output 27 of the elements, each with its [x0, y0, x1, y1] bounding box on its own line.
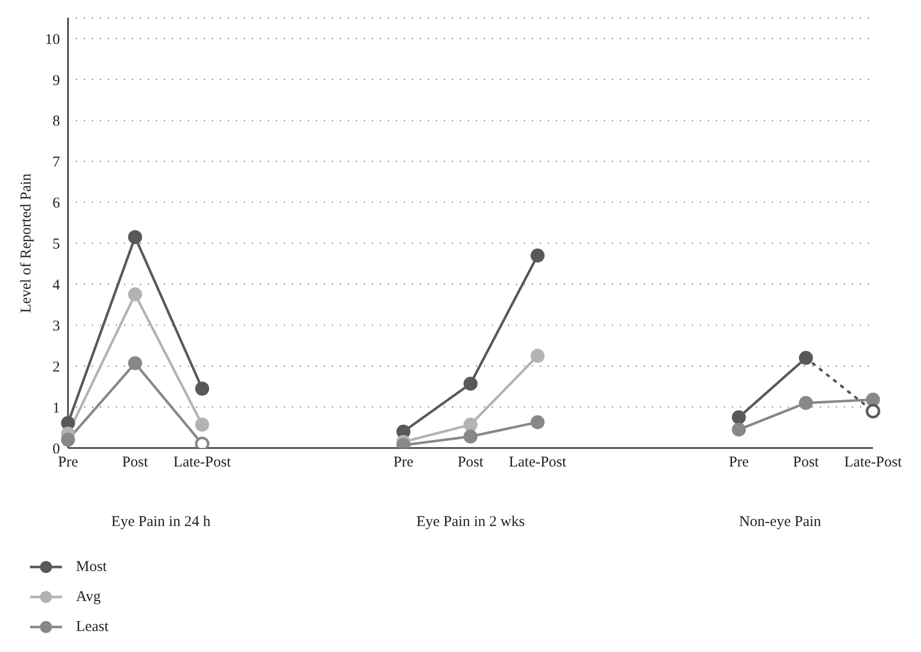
- y-tick-label: 3: [52, 318, 60, 334]
- y-tick-label: 8: [52, 114, 60, 130]
- y-tick-label: 2: [52, 359, 60, 376]
- x-tick-label: Late-Post: [508, 454, 568, 471]
- x-tick-label: Post: [122, 454, 149, 471]
- y-tick-label: 0: [52, 441, 60, 458]
- legend-label: Most: [76, 558, 107, 576]
- x-tick-label: Pre: [728, 454, 750, 471]
- y-tick-label: 9: [52, 72, 60, 89]
- x-tick-label: Pre: [393, 454, 414, 471]
- text: Non-eye Pain: [738, 514, 822, 531]
- legend-label: Avg: [76, 588, 101, 606]
- x-tick-label: Post: [458, 454, 484, 471]
- text: Eye Pain in 2 wks: [415, 514, 526, 531]
- y-tick-label: 4: [52, 278, 60, 294]
- y-tick-label: 5: [52, 236, 60, 253]
- y-axis-title: Level of Reported Pain: [18, 172, 34, 313]
- y-tick-label: 7: [52, 154, 60, 171]
- x-tick-label: Late-Post: [844, 454, 903, 471]
- y-tick-label: 6: [52, 196, 60, 212]
- x-tick-label: Pre: [58, 454, 78, 471]
- x-tick-label: Post: [792, 454, 820, 471]
- y-tick-label: 1: [52, 400, 60, 416]
- legend-label: Least: [76, 618, 108, 636]
- text: Eye Pain in 24 h: [110, 514, 212, 531]
- y-tick-label: 10: [45, 32, 60, 48]
- x-tick-label: Late-Post: [173, 454, 232, 471]
